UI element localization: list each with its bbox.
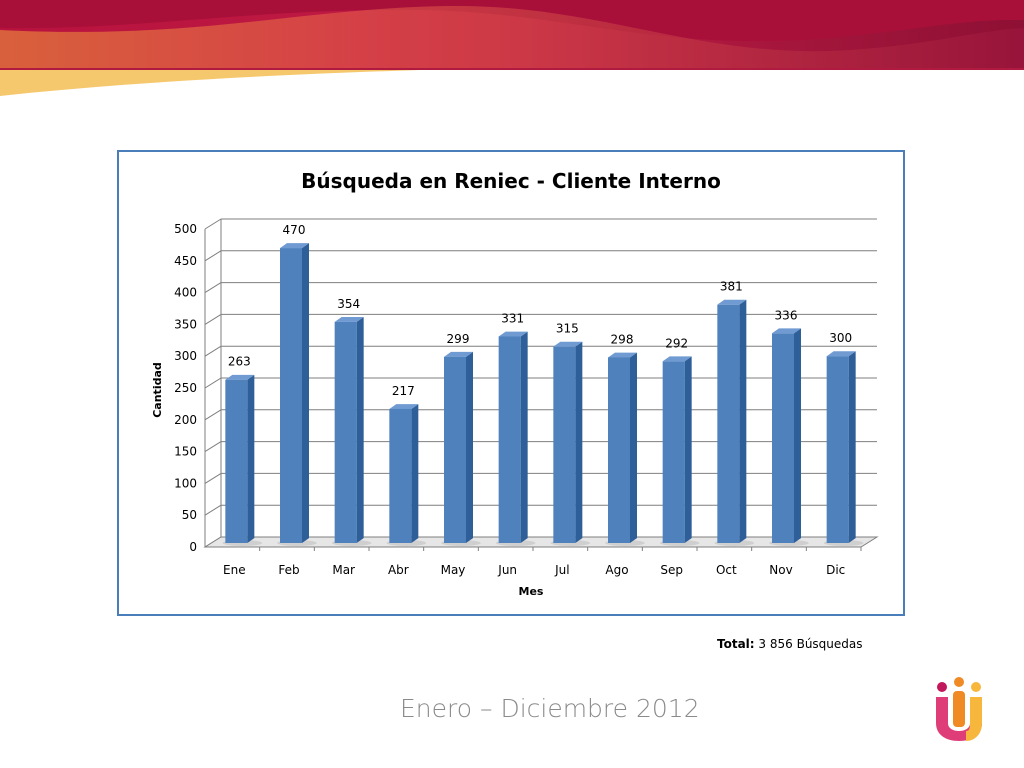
bar-side [575, 341, 583, 543]
gridline-depth [204, 345, 222, 357]
x-tick-label: Sep [660, 563, 683, 577]
bar-top [225, 374, 255, 380]
bar [225, 379, 248, 543]
gridline-depth [204, 218, 222, 230]
bar-value-label: 381 [720, 280, 743, 294]
bar-value-label: 300 [829, 331, 852, 345]
x-tick-label: Mar [332, 563, 355, 577]
gridline-depth [204, 377, 222, 389]
gridline-depth [204, 250, 222, 262]
brand-logo [936, 677, 982, 741]
total-value: 3 856 Búsquedas [758, 637, 863, 651]
bar [389, 408, 412, 543]
bar-side [356, 316, 364, 543]
total-searches: Total: 3 856 Búsquedas [717, 637, 863, 651]
y-tick-label: 200 [174, 413, 197, 427]
y-tick-label: 100 [174, 476, 197, 490]
bar-value-label: 336 [775, 308, 798, 322]
y-tick-label: 450 [174, 254, 197, 268]
bar [280, 248, 302, 543]
y-tick-label: 0 [189, 540, 197, 554]
bar-value-label: 315 [556, 322, 579, 336]
x-tick-label: Ene [223, 563, 246, 577]
bar-top [334, 316, 364, 322]
chart-title: Búsqueda en Reniec - Cliente Interno [301, 169, 721, 193]
bar [717, 304, 740, 543]
x-tick-label: Dic [826, 563, 845, 577]
bar-side [848, 351, 856, 543]
gridline-depth [204, 472, 222, 484]
gridline-depth [204, 441, 222, 453]
period-caption: Enero – Diciembre 2012 [400, 694, 700, 723]
y-tick-label: 150 [174, 445, 197, 459]
bar [334, 321, 357, 543]
bar [772, 333, 794, 543]
bar-value-label: 354 [337, 297, 360, 311]
x-tick-label: Ago [605, 563, 628, 577]
bar-value-label: 217 [392, 384, 415, 398]
bar-side [411, 404, 419, 543]
x-tick-label: Nov [769, 563, 792, 577]
x-tick-label: Jun [497, 563, 517, 577]
y-tick-label: 500 [174, 222, 197, 236]
bar-side [302, 243, 309, 543]
x-tick-label: May [441, 563, 466, 577]
bar-side [684, 356, 692, 543]
bar-side [247, 374, 255, 543]
bar-top [280, 243, 309, 249]
bar-side [466, 351, 473, 543]
bar-top [662, 356, 692, 362]
y-tick-label: 50 [182, 508, 197, 522]
bar [662, 361, 685, 543]
bar-top [826, 351, 856, 357]
bar [444, 356, 466, 543]
gridline-depth [204, 313, 222, 325]
bar-top [498, 331, 528, 337]
x-tick-label: Jul [554, 563, 569, 577]
bar-top [717, 299, 747, 305]
bar-value-label: 298 [611, 332, 634, 346]
bar-top [772, 328, 801, 334]
bar [826, 356, 849, 543]
x-axis-title: Mes [519, 585, 544, 598]
bar-value-label: 470 [283, 223, 306, 237]
x-tick-label: Abr [388, 563, 409, 577]
y-tick-label: 250 [174, 381, 197, 395]
y-tick-label: 400 [174, 286, 197, 300]
bar-top [553, 341, 583, 347]
y-tick-label: 350 [174, 317, 197, 331]
x-tick-label: Feb [278, 563, 299, 577]
bar-chart: Búsqueda en Reniec - Cliente Interno Can… [151, 169, 879, 598]
gridline-depth [204, 282, 222, 294]
bar-side [630, 352, 637, 543]
header-banner [0, 0, 1024, 96]
bar-value-label: 263 [228, 355, 251, 369]
bar-top [608, 352, 637, 358]
chart-frame: Búsqueda en Reniec - Cliente Interno Can… [117, 150, 905, 616]
y-axis-title: Cantidad [151, 362, 164, 418]
bar-value-label: 299 [447, 332, 470, 346]
total-label: Total: [717, 637, 755, 651]
bar-side [520, 331, 528, 543]
bar [498, 336, 521, 543]
bar [553, 346, 576, 543]
y-tick-label: 300 [174, 349, 197, 363]
gridline-depth [204, 409, 222, 421]
bar-value-label: 331 [501, 311, 524, 325]
bar-top [389, 404, 419, 409]
bar-value-label: 292 [665, 336, 688, 350]
bar [608, 357, 630, 543]
x-tick-label: Oct [716, 563, 737, 577]
bar-side [794, 328, 801, 543]
gridline-depth [204, 504, 222, 516]
bar-top [444, 351, 473, 357]
bar-side [739, 299, 747, 543]
